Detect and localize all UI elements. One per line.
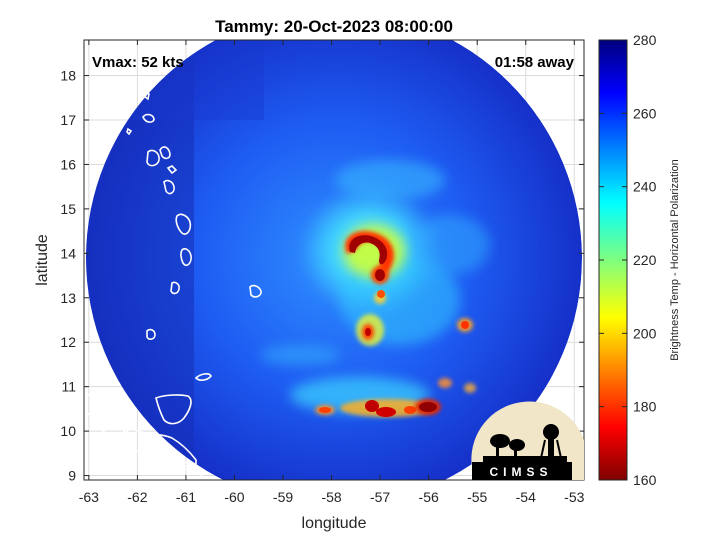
y-tick-label: 12 — [60, 334, 76, 350]
x-tick-label: -53 — [564, 489, 584, 505]
y-tick-label: 10 — [60, 423, 76, 439]
colorbar-tick-label: 180 — [633, 399, 657, 415]
y-tick-label: 18 — [60, 68, 76, 84]
x-tick-label: -55 — [467, 489, 487, 505]
x-tick-label: -63 — [79, 489, 99, 505]
cimss-logo-text: CIMSS — [489, 465, 552, 479]
colorbar-tick-label: 280 — [633, 32, 657, 48]
colorbar-tick-label: 220 — [633, 252, 657, 268]
y-tick-label: 14 — [60, 245, 76, 261]
y-tick-label: 16 — [60, 156, 76, 172]
x-tick-label: -61 — [176, 489, 196, 505]
y-tick-label: 11 — [61, 379, 76, 395]
time-offset-label: 01:58 away — [495, 54, 575, 71]
y-axis-label: latitude — [34, 234, 51, 286]
x-tick-label: -54 — [516, 489, 536, 505]
x-tick-label: -62 — [127, 489, 147, 505]
cimss-logo: CIMSS — [471, 401, 584, 480]
x-tick-labels: -63 -62 -61 -60 -59 -58 -57 -56 -55 -54 -53 — [79, 489, 585, 505]
y-tick-label: 13 — [60, 290, 76, 306]
y-tick-label: 15 — [60, 201, 76, 217]
x-axis-label: longitude — [302, 515, 367, 532]
colorbar-tick-label: 260 — [633, 105, 657, 121]
y-tick-label: 9 — [68, 468, 76, 484]
y-tick-labels: 9 10 11 12 13 14 15 16 17 18 — [60, 68, 76, 484]
colorbar-label: Brightness Temp - Horizontal Polarizatio… — [669, 159, 681, 361]
axes-frame — [83, 39, 585, 481]
x-tick-label: -60 — [224, 489, 244, 505]
y-tick-label: 17 — [60, 112, 76, 128]
colorbar-ticks: 160 180 200 220 240 260 280 — [599, 32, 657, 488]
colorbar-tick-label: 160 — [633, 472, 657, 488]
colorbar-tick-label: 200 — [633, 325, 657, 341]
vmax-label: Vmax: 52 kts — [92, 54, 184, 71]
x-tick-label: -58 — [321, 489, 341, 505]
x-tick-label: -56 — [419, 489, 439, 505]
coastlines — [84, 90, 262, 480]
figure-title: Tammy: 20-Oct-2023 08:00:00 — [215, 17, 453, 36]
x-tick-label: -59 — [273, 489, 293, 505]
colorbar-tick-label: 240 — [633, 179, 657, 195]
x-tick-label: -57 — [370, 489, 390, 505]
